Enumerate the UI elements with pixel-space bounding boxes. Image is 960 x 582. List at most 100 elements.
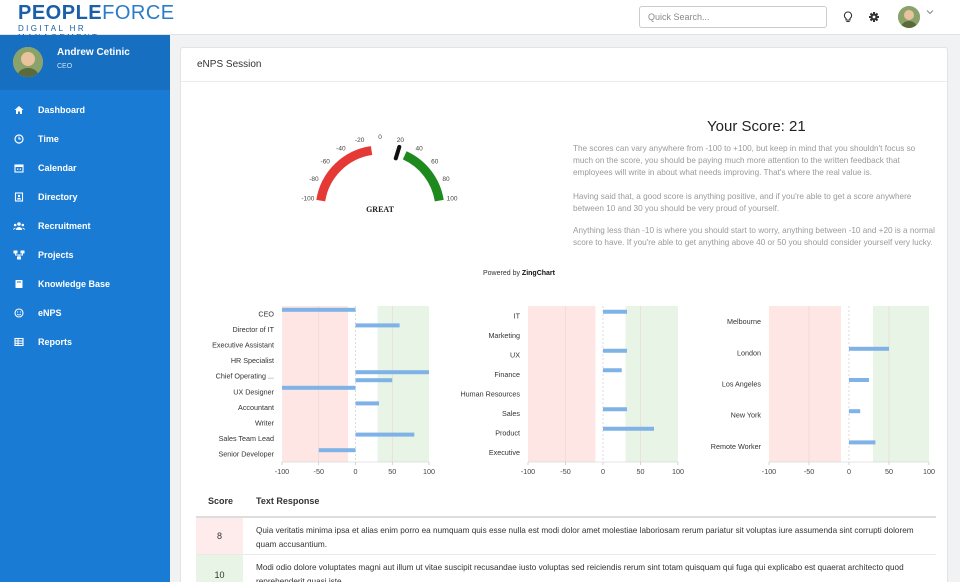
category-label: Product (495, 428, 520, 437)
powered-by[interactable]: Powered by ZingChart (483, 270, 555, 277)
x-tick-label: 50 (885, 467, 893, 476)
sidebar-item-projects[interactable]: Projects (0, 240, 170, 269)
x-tick-label: -50 (560, 467, 570, 476)
negative-band (282, 306, 349, 462)
gauge-tick-label: 80 (442, 176, 450, 183)
gauge-tick-label: 0 (378, 134, 382, 141)
x-tick-label: 100 (423, 467, 435, 476)
sidebar-nav: Dashboard Time Calendar Directory Recrui… (0, 95, 170, 356)
category-label: Remote Worker (711, 442, 762, 451)
calendar-icon (12, 161, 26, 175)
row-score: 10 (196, 555, 243, 582)
positive-band (873, 306, 929, 462)
x-tick-label: 0 (601, 467, 605, 476)
sidebar-item-calendar[interactable]: Calendar (0, 153, 170, 182)
sidebar-item-knowledge-base[interactable]: Knowledge Base (0, 269, 170, 298)
bar (282, 385, 356, 390)
user-profile[interactable]: Andrew Cetinic CEO (0, 35, 170, 90)
enps-gauge: -100 -80 -60 -40 -20 0 20 40 60 80 100 GREAT (301, 134, 458, 214)
sidebar-item-recruitment[interactable]: Recruitment (0, 211, 170, 240)
category-label: Executive Assistant (212, 341, 274, 350)
category-label: Director of IT (232, 325, 274, 334)
gear-icon[interactable] (867, 10, 881, 24)
user-photo-icon (13, 47, 43, 77)
bar (849, 346, 889, 351)
directory-icon (12, 190, 26, 204)
bar (355, 370, 429, 375)
category-label: UX (510, 350, 520, 359)
gauge-negative-arc (316, 146, 373, 202)
card-title: eNPS Session (181, 48, 947, 82)
top-bar: PEOPLEFORCE DIGITAL HR MANAGEMENT (0, 0, 960, 42)
x-tick-label: -100 (762, 467, 776, 476)
sidebar-item-label: Calendar (38, 162, 77, 173)
bar (603, 426, 654, 431)
bar (355, 323, 400, 328)
x-tick-label: 0 (847, 467, 851, 476)
text-column-header: Text Response (256, 496, 320, 506)
table-row: 10 Modi odio dolore voluptates magni aut… (196, 555, 936, 582)
user-name: Andrew Cetinic (57, 47, 130, 58)
category-label: IT (514, 311, 521, 320)
gauge-tick-label: -20 (355, 137, 365, 144)
sidebar-item-directory[interactable]: Directory (0, 182, 170, 211)
score-column-header: Score (208, 496, 234, 506)
location-score-chart: Melbourne London Los Angeles New York Remote… (711, 306, 935, 476)
sidebar-item-dashboard[interactable]: Dashboard (0, 95, 170, 124)
category-label: Sales (502, 409, 520, 418)
score-paragraph: The scores can vary anywhere from -100 t… (573, 144, 916, 177)
category-label: Executive (489, 448, 520, 457)
category-label: UX Designer (233, 387, 274, 396)
row-text: Quia veritatis minima ipsa et alias enim… (256, 526, 914, 549)
score-paragraph: Anything less than -10 is where you shou… (573, 226, 935, 247)
gauge-tick-label: 20 (397, 137, 405, 144)
bar (603, 407, 627, 412)
bar (282, 307, 356, 312)
sidebar-item-enps[interactable]: eNPS (0, 298, 170, 327)
book-icon (12, 277, 26, 291)
gauge-tick-label: 100 (447, 196, 458, 203)
category-label: Accountant (238, 403, 274, 412)
gauge-tick-label: -60 (321, 159, 331, 166)
chevron-down-icon[interactable] (926, 8, 934, 16)
negative-band (769, 306, 841, 462)
search-input[interactable] (639, 6, 827, 28)
bar (603, 348, 627, 353)
home-icon (12, 103, 26, 117)
category-label: Finance (494, 370, 520, 379)
bar (849, 440, 876, 445)
users-icon (12, 219, 26, 233)
x-tick-label: 50 (388, 467, 396, 476)
department-score-chart: IT Marketing UX Finance Human Resources Sales… (460, 306, 684, 476)
category-label: Writer (255, 419, 275, 428)
sidebar-item-label: Time (38, 133, 59, 144)
lightbulb-icon[interactable] (841, 10, 855, 24)
positive-band (377, 306, 429, 462)
bar (849, 409, 861, 414)
sidebar: Andrew Cetinic CEO Dashboard Time Calend… (0, 35, 170, 582)
avatar (13, 47, 43, 77)
responses-table-header: Score Text Response (196, 492, 936, 518)
sidebar-item-label: Directory (38, 191, 78, 202)
sidebar-item-label: Recruitment (38, 220, 91, 231)
positive-band (625, 306, 678, 462)
score-paragraph: Having said that, a good score is anythi… (573, 192, 912, 213)
sidebar-item-label: eNPS (38, 307, 62, 318)
table-icon (12, 335, 26, 349)
category-label: Chief Operating ... (216, 372, 274, 381)
bar (355, 401, 380, 406)
sidebar-item-time[interactable]: Time (0, 124, 170, 153)
x-tick-label: 0 (354, 467, 358, 476)
category-label: Melbourne (727, 317, 761, 326)
category-label: Los Angeles (722, 380, 762, 389)
avatar[interactable] (898, 6, 920, 28)
gauge-tick-label: -80 (309, 176, 319, 183)
gauge-tick-label: 40 (415, 145, 423, 152)
x-tick-label: 50 (637, 467, 645, 476)
sidebar-item-reports[interactable]: Reports (0, 327, 170, 356)
x-tick-label: -100 (521, 467, 535, 476)
negative-band (528, 306, 596, 462)
row-text: Modi odio dolore voluptates magni aut il… (256, 563, 904, 582)
clock-icon (12, 132, 26, 146)
x-tick-label: 100 (672, 467, 684, 476)
